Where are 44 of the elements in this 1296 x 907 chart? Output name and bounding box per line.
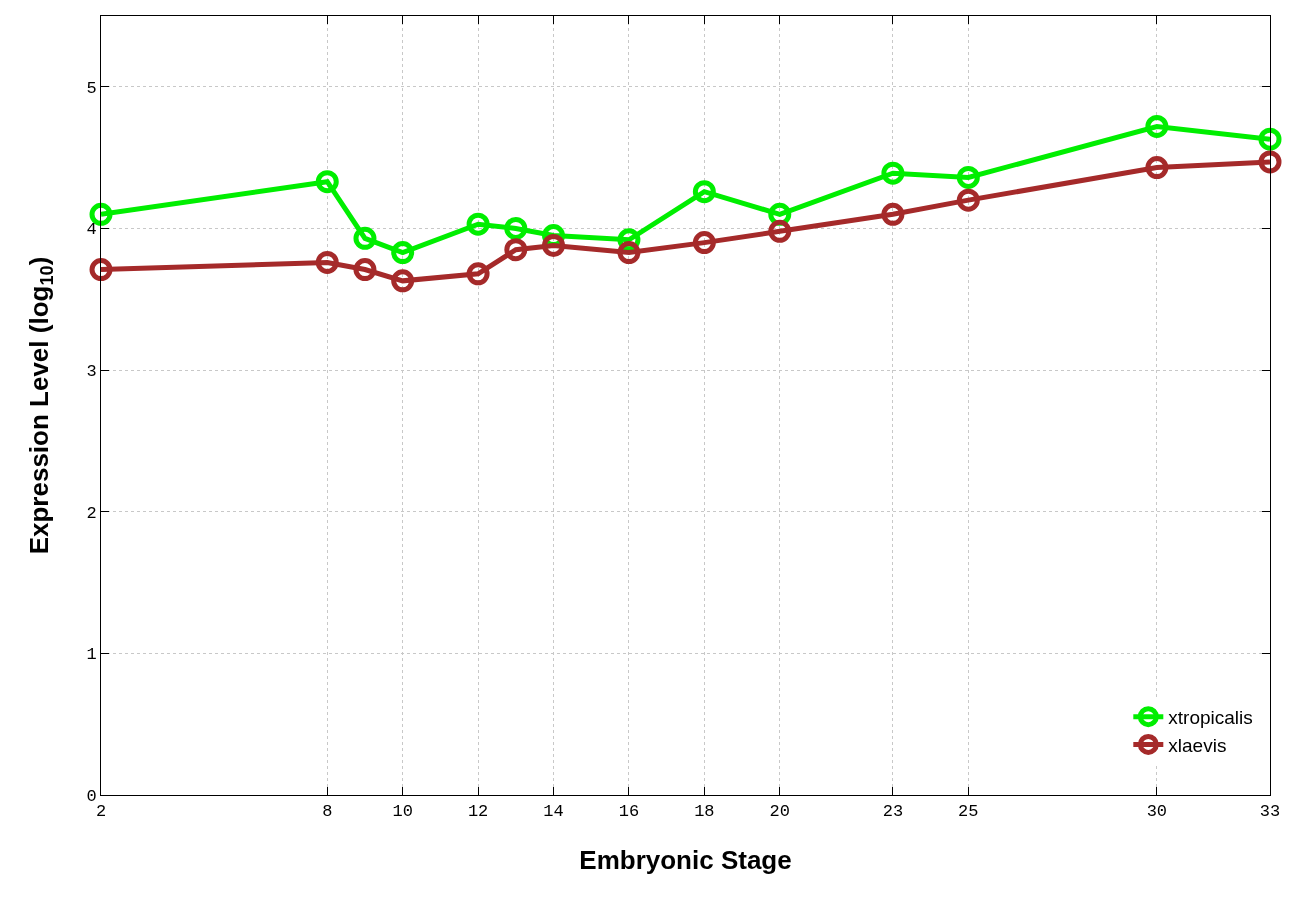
x-tick-label: 10 bbox=[392, 802, 413, 822]
point bbox=[692, 180, 716, 204]
x-tick-label: 33 bbox=[1259, 802, 1281, 822]
y-tick-label: 1 bbox=[86, 645, 97, 665]
point bbox=[353, 258, 377, 282]
y-tick-label: 4 bbox=[86, 220, 97, 240]
point bbox=[504, 216, 528, 240]
y-tick-label: 0 bbox=[86, 786, 97, 806]
x-tick-label: 25 bbox=[958, 802, 979, 822]
point bbox=[956, 188, 980, 212]
point bbox=[1145, 114, 1169, 138]
point bbox=[466, 212, 490, 236]
point bbox=[542, 233, 566, 257]
x-tick-label: 23 bbox=[882, 802, 904, 822]
point bbox=[466, 262, 490, 286]
point bbox=[881, 202, 905, 226]
y-tick-label: 2 bbox=[86, 503, 97, 523]
point bbox=[956, 165, 980, 189]
x-axis-title: Embryonic Stage bbox=[579, 845, 792, 876]
x-tick-label: 8 bbox=[322, 802, 333, 822]
point bbox=[692, 231, 716, 255]
point bbox=[1258, 127, 1282, 151]
x-tick-label: 12 bbox=[467, 802, 489, 822]
point bbox=[315, 170, 339, 194]
point bbox=[768, 219, 792, 243]
x-tick-label: 18 bbox=[694, 802, 715, 822]
point bbox=[504, 238, 528, 262]
point bbox=[315, 250, 339, 274]
x-tick-label: 20 bbox=[769, 802, 790, 822]
point bbox=[881, 161, 905, 185]
legend-label: xlaevis bbox=[1168, 734, 1227, 756]
y-tick-label: 3 bbox=[86, 362, 97, 382]
point bbox=[353, 226, 377, 250]
point bbox=[391, 241, 415, 265]
point bbox=[89, 258, 113, 282]
y-tick-label: 5 bbox=[86, 78, 97, 98]
x-tick-label: 30 bbox=[1146, 802, 1168, 822]
x-tick-label: 14 bbox=[543, 802, 564, 822]
point bbox=[1145, 156, 1169, 180]
legend-label: xtropicalis bbox=[1168, 707, 1253, 729]
point bbox=[1258, 150, 1282, 174]
point bbox=[391, 269, 415, 293]
point bbox=[617, 241, 641, 265]
x-tick-label: 16 bbox=[618, 802, 640, 822]
